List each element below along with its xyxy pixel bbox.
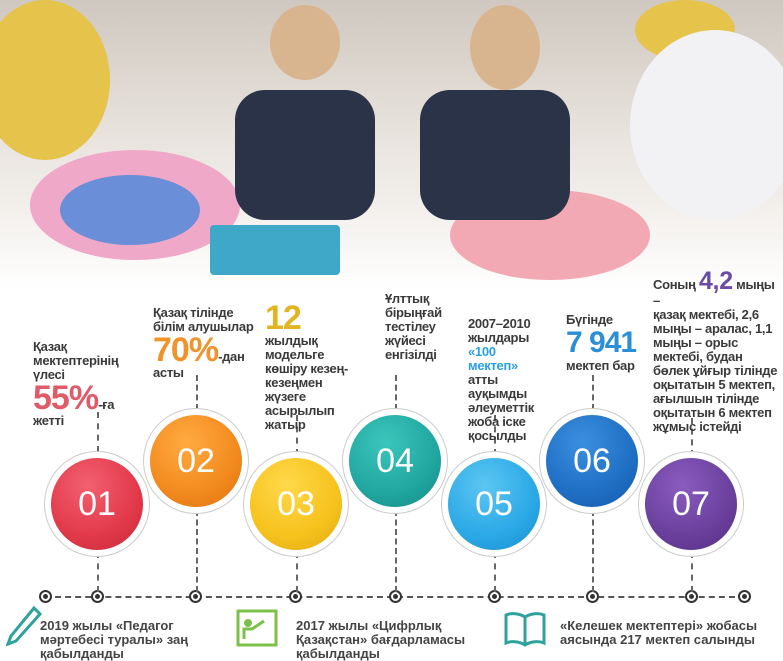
fact-05: 2007–2010 жылдары «100 мектеп» атты ауқы… [468,317,548,443]
footer-fact-3: «Келешек мектептері» жобасы аясында 217 … [560,618,758,647]
step-circle-01: 01 [51,458,143,550]
fact-value: 12 [265,299,302,337]
fact-value: 55% [33,379,99,417]
step-circle-04: 04 [349,415,441,507]
fact-value: 4,2 [698,267,733,295]
fact-value: 70% [153,331,219,369]
book-icon [504,612,546,647]
footer-fact-2: 2017 жылы «Цифрлық Қазақстан» бағдарлама… [296,618,466,661]
connector [196,375,198,410]
fact-value: 7 941 [566,326,637,359]
step-circle-03: 03 [250,458,342,550]
fact-text: Қазақ тілінде білім алушылар [153,305,254,334]
fact-text: 2007–2010 жылдары [468,316,531,345]
fact-text: модельге көшіру кезең-кезеңмен жүзеге ас… [265,347,349,432]
fact-07: Соның 4,2 мыңы – қазақ мектебі, 2,6 мыңы… [653,268,781,434]
connector [395,375,397,410]
connector [691,418,693,456]
connector [97,412,99,452]
footer-fact-1: 2019 жылы «Педагог мәртебесі туралы» заң… [40,618,189,661]
pencil-icon [6,605,43,647]
fact-text: атты ауқымды әлеуметтік жоба іске қосылд… [468,372,534,443]
fact-suffix: мыңы – [653,277,775,308]
connector [395,510,397,592]
fact-04: Ұлттық бірыңғай тестілеу жүйесі енгізілд… [385,292,447,362]
fact-03: 12 жылдық модельге көшіру кезең-кезеңмен… [265,299,355,432]
fact-value: «100 мектеп» [468,344,518,373]
connector [296,552,298,592]
step-circle-02: 02 [150,415,242,507]
connector [296,415,298,455]
timeline-dot [685,590,698,603]
connector [592,375,594,410]
connector [592,510,594,592]
step-circle-05: 05 [448,458,540,550]
fact-02: Қазақ тілінде білім алушылар 70%-дан аст… [153,306,263,380]
fact-text: мектеп бар [566,358,635,373]
fact-suffix: -дан [218,349,245,364]
step-circle-07: 07 [645,458,737,550]
fact-text: Қазақ мектептерінің үлесі [33,339,119,382]
header-photo-schoolchildren [0,0,783,290]
connector [691,552,693,592]
fact-01: Қазақ мектептерінің үлесі 55%-ға жетті [33,340,143,428]
fact-suffix: -ға [98,397,115,412]
timeline-dot [289,590,302,603]
fact-text: қазақ мектебі, 2,6 мыңы – аралас, 1,1 мы… [653,307,778,434]
teacher-board-icon [236,609,278,647]
fact-text: асты [153,365,184,380]
step-circle-06: 06 [546,415,638,507]
connector [494,415,496,455]
fact-text: жетті [33,413,64,428]
fact-suffix: жылдық [265,333,318,348]
fact-06: Бүгінде 7 941 мектеп бар [566,312,637,373]
fact-text: Ұлттық бірыңғай тестілеу жүйесі енгізілд… [385,291,442,362]
connector [97,552,99,592]
fact-text: Бүгінде [566,312,613,327]
timeline-dot [738,590,751,603]
timeline-dot [189,590,202,603]
fact-text: Соның [653,277,696,292]
connector [494,552,496,592]
timeline-dot [39,590,52,603]
connector [196,510,198,592]
